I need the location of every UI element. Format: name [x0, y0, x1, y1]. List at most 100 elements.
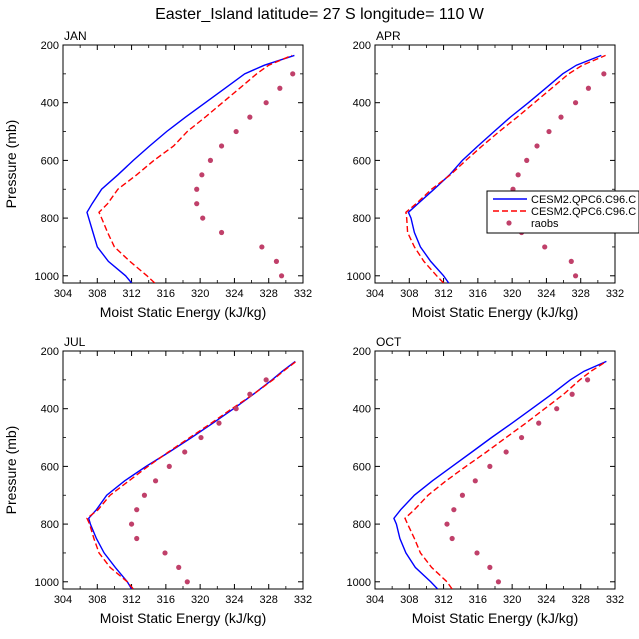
y-tick-label: 600: [353, 155, 371, 167]
raobs-marker: [233, 128, 239, 135]
raobs-marker: [290, 71, 296, 77]
y-tick-label: 1000: [35, 271, 59, 283]
y-tick-label: 800: [353, 519, 371, 531]
legend-box: [486, 190, 639, 234]
raobs-marker: [216, 420, 222, 426]
raobs-marker: [572, 100, 579, 106]
raobs-marker: [524, 157, 530, 163]
panel-label: JAN: [64, 29, 87, 43]
x-tick-label: 328: [260, 594, 278, 606]
raobs-marker: [218, 229, 225, 236]
raobs-marker: [568, 258, 574, 264]
x-tick-label: 316: [469, 594, 487, 606]
x-tick-label: 328: [572, 288, 590, 300]
y-axis-label: Pressure (mb): [3, 426, 19, 515]
panel-label: APR: [376, 29, 401, 43]
raobs-marker: [233, 406, 239, 412]
y-tick-label: 200: [353, 346, 371, 358]
y-tick-label: 200: [41, 346, 59, 358]
y-tick-label: 800: [41, 213, 59, 225]
panel-oct: OCT 304 308 312 316 320 324 328 332 200 400 600 800 1…: [347, 335, 625, 626]
raobs-marker: [534, 143, 540, 149]
x-tick-label: 324: [225, 288, 243, 300]
x-tick-label: 324: [225, 594, 243, 606]
raobs-marker: [194, 186, 200, 192]
raobs-marker: [584, 377, 591, 383]
model-line-solid: [393, 360, 607, 589]
x-tick-label: 332: [294, 594, 312, 606]
raobs-marker: [558, 114, 564, 120]
x-axis-label: Moist Static Energy (kJ/kg): [412, 610, 579, 626]
raobs-marker: [278, 273, 285, 279]
raobs-marker: [247, 114, 253, 120]
y-tick-label: 600: [353, 461, 371, 473]
raobs-marker: [459, 492, 466, 498]
raobs-marker: [273, 258, 280, 264]
legend-label: raobs: [531, 218, 559, 230]
raobs-marker: [182, 449, 188, 455]
raobs-marker: [546, 128, 552, 135]
x-tick-label: 320: [503, 288, 521, 300]
x-tick-label: 332: [606, 288, 624, 300]
x-tick-label: 328: [572, 594, 590, 606]
raobs-marker: [263, 377, 269, 383]
raobs-marker: [141, 492, 148, 498]
x-tick-label: 316: [157, 594, 175, 606]
x-tick-label: 304: [54, 594, 72, 606]
raobs-marker: [152, 478, 159, 484]
plot-frame: [374, 44, 616, 284]
plot-frame: [62, 44, 304, 284]
x-tick-label: 312: [434, 288, 452, 300]
x-tick-label: 312: [122, 288, 140, 300]
raobs-marker: [134, 535, 140, 542]
raobs-marker: [128, 521, 135, 527]
y-tick-label: 400: [353, 404, 371, 416]
y-tick-label: 200: [353, 40, 371, 52]
x-tick-label: 332: [294, 288, 312, 300]
raobs-marker: [207, 157, 214, 163]
x-tick-label: 304: [54, 288, 72, 300]
model-line-dashed: [405, 54, 606, 283]
y-tick-label: 800: [41, 519, 59, 531]
panel-label: OCT: [376, 335, 402, 349]
y-tick-label: 400: [41, 404, 59, 416]
raobs-marker: [199, 172, 205, 178]
raobs-marker: [569, 391, 575, 397]
panel-jul: JUL 304 308 312 316 320 324 328 332 200 400 600 800 1…: [3, 335, 312, 626]
raobs-marker: [259, 244, 265, 250]
x-tick-label: 312: [434, 594, 452, 606]
raobs-marker: [472, 478, 478, 484]
x-tick-label: 332: [606, 594, 624, 606]
raobs-marker: [218, 143, 225, 149]
raobs-marker: [495, 579, 502, 585]
raobs-marker: [184, 579, 190, 585]
x-tick-label: 308: [400, 594, 418, 606]
legend-label: CESM2.QPC6.C96.C: [531, 206, 636, 218]
raobs-marker: [247, 391, 253, 397]
x-axis-label: Moist Static Energy (kJ/kg): [100, 304, 267, 320]
x-tick-label: 304: [366, 288, 384, 300]
model-line-solid: [87, 360, 296, 589]
x-tick-label: 328: [260, 288, 278, 300]
x-tick-label: 308: [400, 288, 418, 300]
x-tick-label: 324: [537, 594, 555, 606]
raobs-marker: [134, 507, 140, 513]
raobs-marker: [487, 463, 493, 469]
raobs-marker: [162, 550, 168, 556]
x-tick-label: 324: [537, 288, 555, 300]
x-tick-label: 312: [122, 594, 140, 606]
model-line-dashed: [98, 54, 293, 283]
x-tick-label: 320: [191, 288, 209, 300]
x-tick-label: 304: [366, 594, 384, 606]
raobs-marker: [515, 172, 521, 178]
model-line-solid: [86, 54, 295, 283]
raobs-marker: [554, 406, 560, 412]
raobs-marker: [263, 100, 269, 106]
raobs-marker: [536, 420, 542, 426]
model-line-dashed: [86, 360, 297, 589]
panels: JAN 304 308 312 316 320 324 328 332 200 400 600 800 1…: [3, 29, 624, 626]
raobs-marker: [200, 215, 206, 221]
legend-marker: [506, 220, 512, 226]
y-tick-label: 400: [353, 98, 371, 110]
